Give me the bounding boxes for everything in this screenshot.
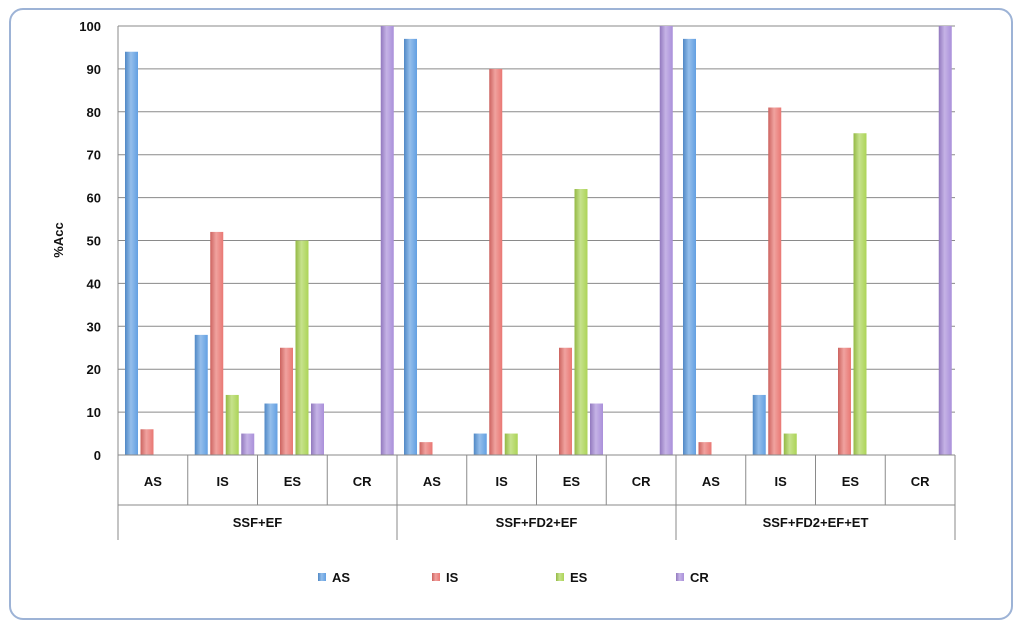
legend: AS IS ES CR (318, 570, 709, 585)
y-tick-label: 50 (87, 234, 101, 249)
x-category-labels: AS IS ES CR AS IS ES CR AS IS ES CR (144, 474, 930, 489)
x-category-label: ES (284, 474, 302, 489)
bar-is-as (419, 442, 433, 455)
bar-as-as (683, 38, 696, 456)
y-tick-label: 40 (87, 276, 101, 291)
legend-label-es: ES (570, 570, 588, 585)
y-tick-label: 70 (87, 148, 101, 163)
bar-as-as (125, 51, 138, 456)
bar-es-es (574, 189, 588, 455)
legend-label-as: AS (332, 570, 350, 585)
x-group-label: SSF+FD2+EF (496, 515, 578, 530)
bar-is-es (280, 347, 293, 455)
x-category-label: AS (702, 474, 720, 489)
y-tick-label: 20 (87, 362, 101, 377)
bar-cr-cr (938, 26, 952, 455)
x-category-label: IS (495, 474, 508, 489)
bar-as-is (473, 433, 487, 455)
x-category-label: AS (423, 474, 441, 489)
x-category-label: CR (353, 474, 372, 489)
y-tick-label: 100 (79, 19, 101, 34)
bar-as-es (264, 403, 278, 455)
bar-is-is (489, 68, 503, 456)
legend-label-is: IS (446, 570, 459, 585)
legend-swatch-es (556, 573, 564, 581)
y-axis-title: %Acc (51, 222, 66, 257)
bar-es-is (783, 433, 797, 455)
legend-label-cr: CR (690, 570, 709, 585)
x-group-label: SSF+FD2+EF+ET (763, 515, 869, 530)
bar-is-as (698, 442, 712, 455)
y-tick-label: 30 (87, 319, 101, 334)
x-group-labels: SSF+EF SSF+FD2+EF SSF+FD2+EF+ET (233, 515, 869, 530)
x-category-label: ES (563, 474, 581, 489)
legend-swatch-as (318, 573, 326, 581)
gridlines (118, 25, 955, 456)
bar-is-is (768, 107, 782, 455)
x-category-label: AS (144, 474, 162, 489)
bar-cr-es (590, 403, 603, 455)
legend-swatch-is (432, 573, 440, 581)
x-category-label: CR (632, 474, 651, 489)
bar-is-es (838, 347, 851, 455)
bar-is-is (210, 231, 224, 455)
y-tick-label: 80 (87, 105, 101, 120)
bar-es-is (225, 394, 239, 455)
bar-is-es (559, 347, 572, 455)
bar-is-as (140, 429, 154, 455)
bar-as-is (194, 334, 208, 455)
chart-frame (9, 8, 1013, 620)
y-tick-label: 60 (87, 191, 101, 206)
x-category-label: CR (911, 474, 930, 489)
x-category-label: ES (842, 474, 860, 489)
bar-es-es (853, 133, 867, 455)
y-tick-labels: 0 10 20 30 40 50 60 70 80 90 100 (79, 19, 101, 463)
x-category-label: IS (774, 474, 787, 489)
legend-swatch-cr (676, 573, 684, 581)
bar-cr-cr (380, 26, 394, 455)
bar-cr-is (241, 433, 255, 455)
bar-cr-es (311, 403, 324, 455)
y-tick-label: 90 (87, 62, 101, 77)
bars (125, 26, 952, 456)
x-group-label: SSF+EF (233, 515, 283, 530)
bar-cr-cr (659, 26, 673, 455)
y-tick-label: 0 (94, 448, 101, 463)
bar-es-is (504, 433, 518, 455)
axes (117, 26, 956, 540)
x-category-label: IS (216, 474, 229, 489)
y-tick-label: 10 (87, 405, 101, 420)
bar-as-is (752, 394, 766, 455)
bar-as-as (404, 38, 417, 456)
bar-es-es (295, 240, 309, 455)
